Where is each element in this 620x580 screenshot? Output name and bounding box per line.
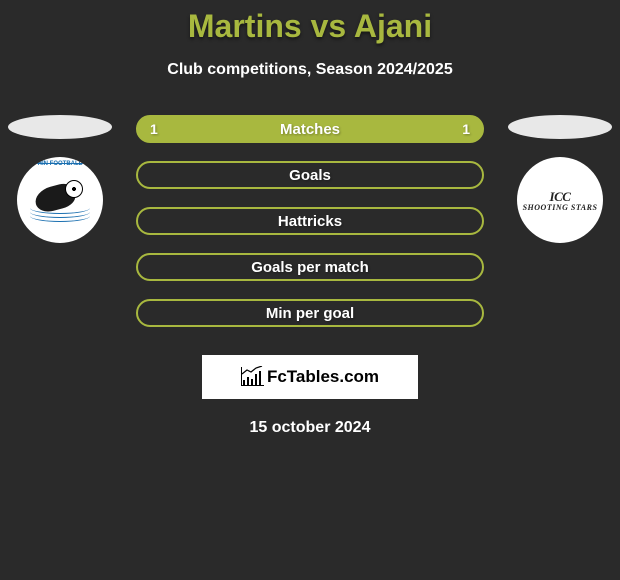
player-oval-right <box>508 115 612 139</box>
stat-row-goals: Goals <box>136 161 484 189</box>
stat-label: Goals per match <box>251 259 369 276</box>
dolphin-icon <box>35 180 85 220</box>
stat-row-goals-per-match: Goals per match <box>136 253 484 281</box>
page-subtitle: Club competitions, Season 2024/2025 <box>167 61 452 79</box>
date-label: 15 october 2024 <box>250 419 371 437</box>
stat-label: Matches <box>280 121 340 138</box>
club-right-line2: SHOOTING STARS <box>523 203 598 212</box>
club-logo-right: ICC SHOOTING STARS <box>517 157 603 243</box>
comparison-widget: Martins vs Ajani Club competitions, Seas… <box>0 0 620 437</box>
player-oval-left <box>8 115 112 139</box>
stat-row-matches: 1 Matches 1 <box>136 115 484 143</box>
chart-icon <box>241 368 263 386</box>
stat-label: Goals <box>289 167 331 184</box>
stats-column: 1 Matches 1 Goals Hattricks Goals per ma… <box>136 115 484 327</box>
stat-left-value: 1 <box>150 121 158 137</box>
page-title: Martins vs Ajani <box>188 8 432 45</box>
left-player-column: HIN FOOTBALL <box>8 115 112 243</box>
brand-box[interactable]: FcTables.com <box>202 355 418 399</box>
right-player-column: ICC SHOOTING STARS <box>508 115 612 243</box>
brand-label: FcTables.com <box>267 367 379 387</box>
stat-label: Hattricks <box>278 213 342 230</box>
club-arc-label: HIN FOOTBALL <box>17 161 103 167</box>
club-logo-left: HIN FOOTBALL <box>17 157 103 243</box>
stat-row-hattricks: Hattricks <box>136 207 484 235</box>
stat-row-min-per-goal: Min per goal <box>136 299 484 327</box>
stat-right-value: 1 <box>462 121 470 137</box>
main-row: HIN FOOTBALL 1 Matches 1 <box>0 115 620 327</box>
stat-label: Min per goal <box>266 305 354 322</box>
